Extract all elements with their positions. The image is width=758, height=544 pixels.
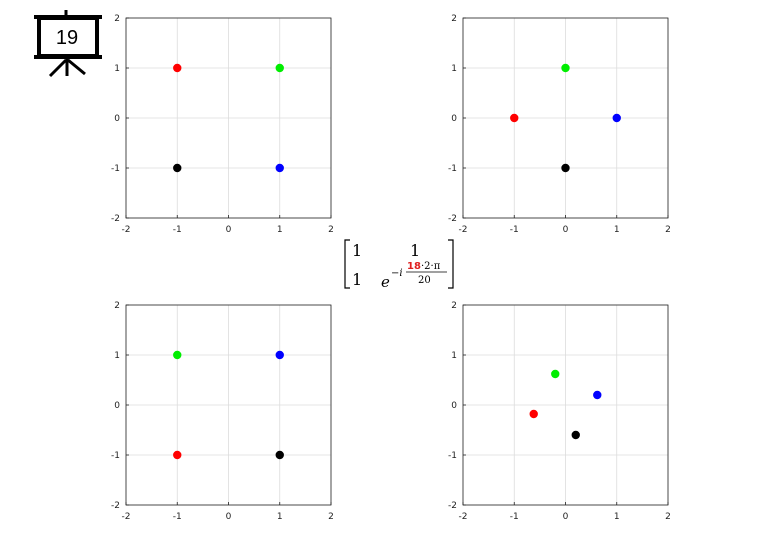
x-tick-label: -1 [510, 225, 519, 235]
y-tick-label: -1 [448, 451, 457, 461]
y-tick-label: 2 [114, 14, 120, 24]
matrix-left-bracket [344, 239, 350, 289]
y-tick-label: -2 [448, 501, 457, 511]
y-tick-label: 1 [114, 64, 120, 74]
y-tick-label: -1 [448, 164, 457, 174]
data-point [173, 63, 182, 73]
x-tick-label: 2 [665, 225, 671, 235]
x-tick-label: -2 [122, 512, 131, 522]
x-tick-label: 2 [328, 225, 334, 235]
y-tick-label: 0 [451, 401, 457, 411]
x-tick-label: 1 [277, 225, 283, 235]
y-tick-label: -2 [448, 214, 457, 224]
data-point [275, 163, 284, 173]
data-point [561, 163, 570, 173]
presentation-icon [34, 10, 102, 78]
matrix-right-bracket [448, 239, 454, 289]
x-tick-label: -1 [173, 512, 182, 522]
data-point [612, 113, 621, 123]
matrix-r1c1: 1 [352, 241, 362, 260]
y-tick-label: -2 [111, 214, 120, 224]
x-tick-label: -2 [122, 225, 131, 235]
data-point [529, 409, 538, 419]
scatter-plot-bottom-right: -2 -1 0 1 2 -2 -1 0 1 2 [448, 301, 671, 522]
x-tick-label: -1 [173, 225, 182, 235]
x-tick-label: 2 [665, 512, 671, 522]
slide-number: 19 [56, 27, 78, 49]
x-tick-label: 1 [277, 512, 283, 522]
y-tick-label: 2 [114, 301, 120, 311]
x-tick-label: 0 [563, 512, 569, 522]
x-tick-label: 1 [614, 512, 620, 522]
data-point [173, 450, 182, 460]
x-tick-label: 0 [563, 225, 569, 235]
y-tick-label: -1 [111, 164, 120, 174]
scatter-plot-bottom-left: -2 -1 0 1 2 -2 -1 0 1 2 [111, 301, 334, 522]
scatter-plot-top-right: -2 -1 0 1 2 -2 -1 0 1 2 [448, 14, 671, 235]
dft-matrix: 1 1 1 e −i 18 ·2·π 20 [344, 239, 454, 291]
data-point [275, 350, 284, 360]
matrix-frac-num-highlight: 18 [407, 261, 421, 272]
y-tick-label: 2 [451, 301, 457, 311]
matrix-exp-base: e [381, 273, 390, 291]
y-tick-label: -2 [111, 501, 120, 511]
matrix-frac-den: 20 [418, 275, 431, 286]
y-tick-label: 1 [451, 351, 457, 361]
data-point [571, 430, 580, 440]
data-point [561, 63, 570, 73]
data-point [275, 450, 284, 460]
data-point [173, 163, 182, 173]
data-point [275, 63, 284, 73]
matrix-frac-num-rest: ·2·π [421, 261, 441, 272]
data-point [593, 390, 602, 400]
x-tick-label: -2 [459, 512, 468, 522]
y-tick-label: 1 [114, 351, 120, 361]
y-tick-label: -1 [111, 451, 120, 461]
scatter-plot-top-left: -2 -1 0 1 2 -2 -1 0 1 2 [111, 14, 334, 235]
x-tick-label: 2 [328, 512, 334, 522]
x-tick-label: -2 [459, 225, 468, 235]
data-point [510, 113, 519, 123]
y-tick-label: 0 [114, 401, 120, 411]
matrix-r1c2: 1 [410, 241, 420, 260]
y-tick-label: 2 [451, 14, 457, 24]
data-point [551, 369, 560, 379]
x-tick-label: 1 [614, 225, 620, 235]
data-point [173, 350, 182, 360]
matrix-exp-prefix: −i [391, 268, 403, 279]
x-tick-label: -1 [510, 512, 519, 522]
y-tick-label: 1 [451, 64, 457, 74]
x-tick-label: 0 [226, 225, 232, 235]
y-tick-label: 0 [114, 114, 120, 124]
matrix-r2c1: 1 [352, 270, 362, 289]
x-tick-label: 0 [226, 512, 232, 522]
y-tick-label: 0 [451, 114, 457, 124]
